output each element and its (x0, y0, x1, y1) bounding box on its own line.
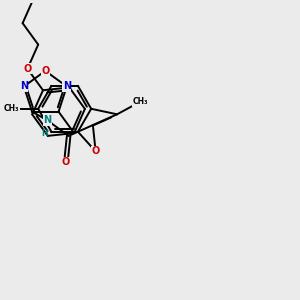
Text: N: N (63, 82, 71, 92)
Text: CH₃: CH₃ (4, 104, 20, 113)
Text: N: N (43, 115, 51, 125)
Text: H: H (41, 128, 47, 137)
Text: CH₃: CH₃ (133, 97, 148, 106)
Text: O: O (62, 157, 70, 167)
Text: O: O (92, 146, 100, 156)
Text: N: N (20, 82, 28, 92)
Text: O: O (41, 66, 50, 76)
Text: O: O (23, 64, 32, 74)
